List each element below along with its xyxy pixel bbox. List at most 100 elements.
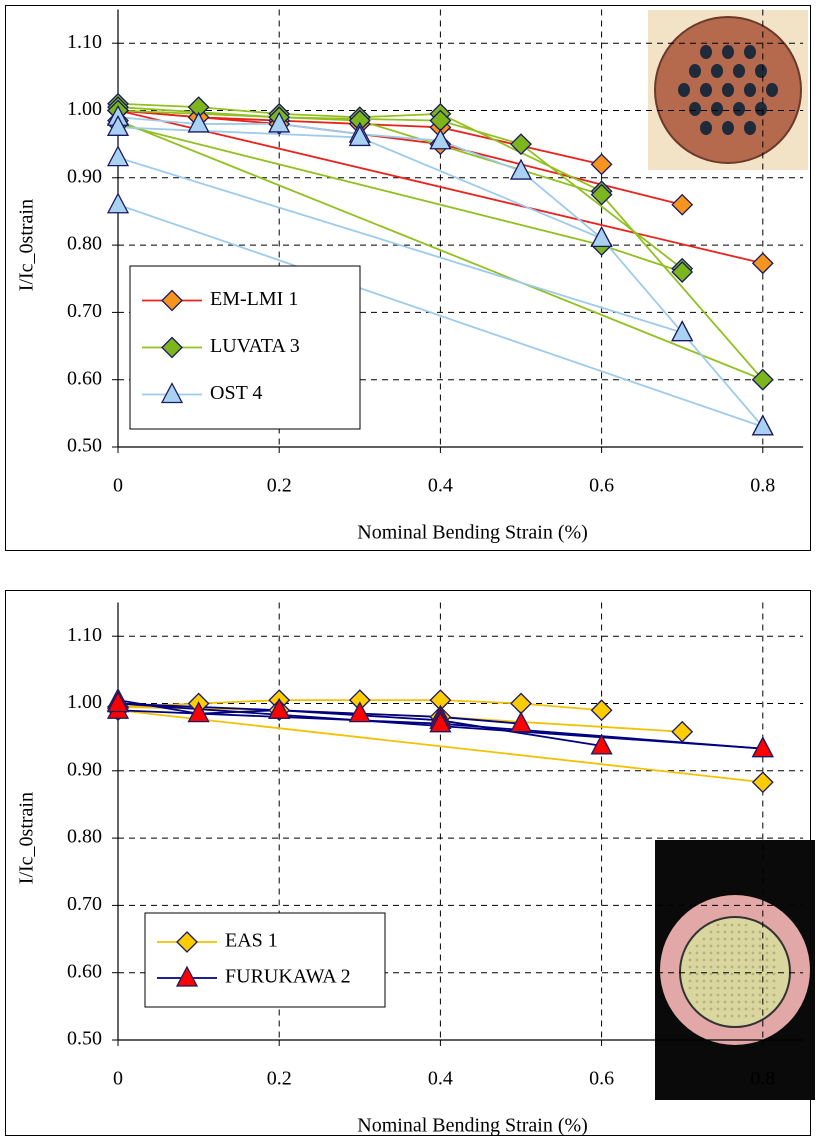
- inset-dot: [730, 1014, 734, 1018]
- inset-dot: [744, 958, 748, 962]
- inset-dot: [758, 986, 762, 990]
- inset-dot: [695, 993, 699, 997]
- marker: [590, 153, 613, 176]
- marker: [671, 261, 694, 283]
- inset-dot: [716, 930, 720, 934]
- marker: [510, 133, 532, 156]
- inset-dot: [722, 121, 734, 135]
- inset-dot: [711, 64, 723, 78]
- y-tick-label: 0.70: [67, 300, 102, 322]
- inset-dot: [722, 83, 734, 97]
- inset-dot: [744, 972, 748, 976]
- inset-image: [679, 916, 791, 1028]
- inset-dot: [711, 102, 723, 116]
- inset-dot: [723, 937, 727, 941]
- y-tick-label: 0.90: [67, 758, 102, 780]
- inset-dot: [751, 937, 755, 941]
- inset-dot: [737, 1014, 741, 1018]
- inset-dot: [744, 965, 748, 969]
- inset-dot: [751, 965, 755, 969]
- series-line: [117, 203, 764, 428]
- marker: [106, 114, 130, 136]
- y-tick-label: 0.50: [67, 1028, 102, 1050]
- inset-dot: [730, 1000, 734, 1004]
- inset-dot: [744, 979, 748, 983]
- marker: [161, 289, 183, 312]
- inset-dot: [709, 937, 713, 941]
- inset-dot: [758, 958, 762, 962]
- inset-dot: [709, 986, 713, 990]
- inset-dot: [744, 923, 748, 927]
- marker: [429, 711, 452, 733]
- y-axis-title: I/Ic_0strain: [16, 792, 38, 884]
- inset-dot: [758, 937, 762, 941]
- inset-dot: [716, 937, 720, 941]
- inset-dot: [702, 937, 706, 941]
- x-tick-label: 0.6: [589, 475, 614, 497]
- marker: [509, 158, 533, 180]
- inset-dot: [730, 930, 734, 934]
- inset-dot: [765, 965, 769, 969]
- inset-dot: [702, 979, 706, 983]
- legend-label: EAS 1: [225, 930, 278, 952]
- marker: [268, 697, 291, 719]
- marker: [751, 252, 774, 275]
- marker: [671, 193, 694, 216]
- inset-dot: [751, 1007, 755, 1011]
- inset-dot: [744, 121, 756, 135]
- inset-dot: [751, 972, 755, 976]
- inset-dot: [730, 965, 734, 969]
- inset-dot: [695, 1000, 699, 1004]
- y-tick-label: 0.60: [67, 960, 102, 982]
- marker: [751, 368, 774, 391]
- inset-dot: [695, 958, 699, 962]
- chart: 0.50 0.60 0.70 0.80 0.90 1.00 1.10 0 0.2 0.4 0.6 0.…: [16, 602, 804, 1137]
- inset-dot: [688, 972, 692, 976]
- inset-dot: [733, 102, 745, 116]
- x-tick-label: 0: [113, 1068, 123, 1090]
- inset-dot: [702, 972, 706, 976]
- inset-dot: [751, 944, 755, 948]
- inset-dot: [716, 1014, 720, 1018]
- inset-dot: [723, 958, 727, 962]
- y-tick-label: 0.80: [67, 826, 102, 848]
- x-axis-title: Nominal Bending Strain (%): [357, 1115, 588, 1137]
- inset-dot: [737, 958, 741, 962]
- inset-dot: [702, 1000, 706, 1004]
- legend: EM-LMI 1 LUVATA 3 OST 4: [129, 265, 361, 430]
- inset-dot: [716, 958, 720, 962]
- inset-dot: [758, 993, 762, 997]
- inset-dot: [730, 923, 734, 927]
- inset-dot: [678, 83, 690, 97]
- inset-dot: [744, 45, 756, 59]
- inset-dot: [744, 1000, 748, 1004]
- inset-dot: [737, 993, 741, 997]
- inset-dot: [744, 83, 756, 97]
- y-tick-label: 1.10: [67, 31, 102, 53]
- marker: [161, 336, 183, 359]
- marker: [590, 733, 613, 755]
- inset-dot: [722, 45, 734, 59]
- inset-dot: [700, 121, 712, 135]
- legend-label: EM-LMI 1: [210, 288, 298, 310]
- inset-dot: [758, 1007, 762, 1011]
- inset-dot: [737, 972, 741, 976]
- y-tick-label: 1.10: [67, 624, 102, 646]
- y-tick-label: 1.00: [67, 691, 102, 713]
- inset-dot: [702, 1007, 706, 1011]
- inset-dot: [702, 951, 706, 955]
- inset-dot: [716, 993, 720, 997]
- inset-dot: [755, 64, 767, 78]
- inset-dot: [758, 944, 762, 948]
- marker: [176, 931, 198, 953]
- inset-dot: [723, 993, 727, 997]
- inset-dot: [709, 972, 713, 976]
- inset-dot: [758, 951, 762, 955]
- inset-dot: [716, 986, 720, 990]
- inset-dot: [730, 972, 734, 976]
- marker: [751, 736, 774, 758]
- inset-dot: [751, 930, 755, 934]
- x-tick-label: 0.6: [589, 1068, 614, 1090]
- inset-dot: [709, 993, 713, 997]
- inset-dot: [688, 965, 692, 969]
